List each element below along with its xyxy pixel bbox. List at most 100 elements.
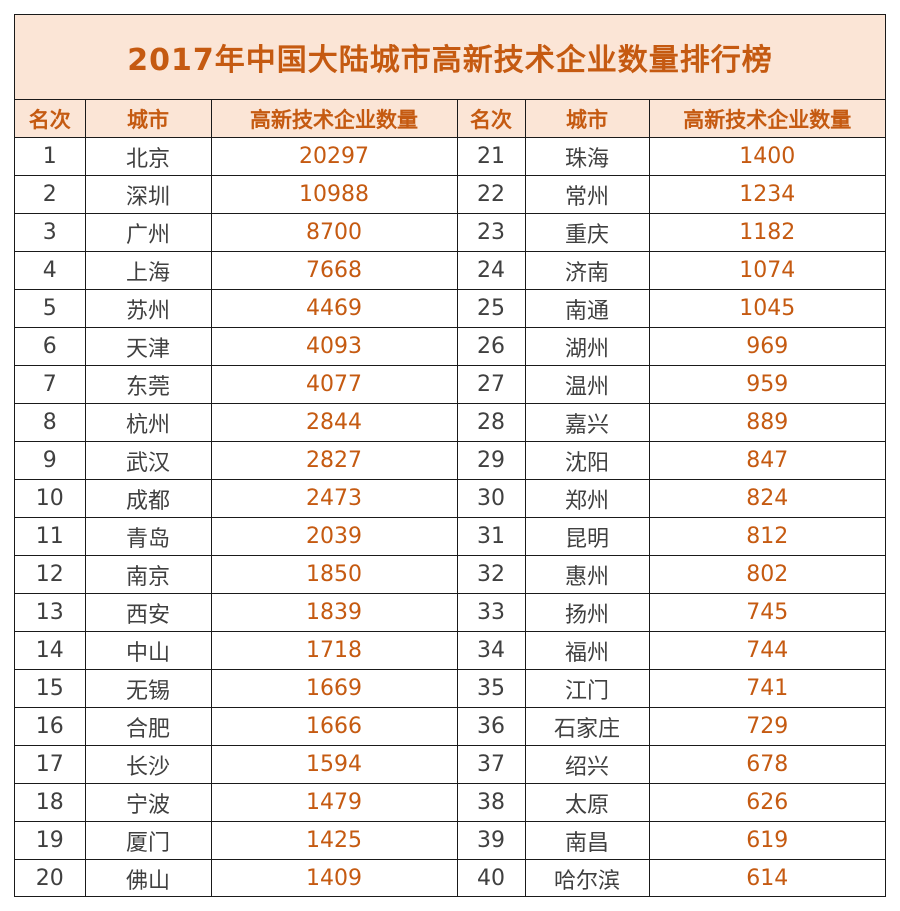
table-row: 20 佛山 1409 40 哈尔滨 614	[15, 859, 885, 897]
left-rank-cell: 8	[15, 403, 86, 442]
header-city-right: 城市	[524, 100, 650, 138]
header-rank-right: 名次	[456, 100, 526, 138]
left-count-cell: 4077	[210, 365, 458, 404]
left-city-cell: 宁波	[84, 783, 212, 822]
table-row: 2 深圳 10988 22 常州 1234	[15, 175, 885, 214]
left-count-cell: 1850	[210, 555, 458, 594]
table-row: 3 广州 8700 23 重庆 1182	[15, 213, 885, 252]
right-rank-cell: 23	[456, 213, 526, 252]
right-rank-cell: 39	[456, 821, 526, 860]
left-count-cell: 8700	[210, 213, 458, 252]
left-rank-cell: 5	[15, 289, 86, 328]
table-row: 14 中山 1718 34 福州 744	[15, 631, 885, 670]
left-count-cell: 1666	[210, 707, 458, 746]
left-city-cell: 厦门	[84, 821, 212, 860]
left-city-cell: 武汉	[84, 441, 212, 480]
right-count-cell: 1234	[648, 175, 885, 214]
header-count-left: 高新技术企业数量	[210, 100, 458, 138]
table-row: 11 青岛 2039 31 昆明 812	[15, 517, 885, 556]
left-rank-cell: 6	[15, 327, 86, 366]
left-rank-cell: 1	[15, 137, 86, 176]
left-city-cell: 苏州	[84, 289, 212, 328]
right-city-cell: 惠州	[524, 555, 650, 594]
table-row: 4 上海 7668 24 济南 1074	[15, 251, 885, 290]
right-count-cell: 889	[648, 403, 885, 442]
page-title: 2017年中国大陆城市高新技术企业数量排行榜	[127, 43, 773, 78]
right-count-cell: 847	[648, 441, 885, 480]
left-city-cell: 广州	[84, 213, 212, 252]
left-rank-cell: 9	[15, 441, 86, 480]
right-city-cell: 绍兴	[524, 745, 650, 784]
left-count-cell: 1669	[210, 669, 458, 708]
title-bar: 2017年中国大陆城市高新技术企业数量排行榜	[15, 15, 885, 100]
left-city-cell: 合肥	[84, 707, 212, 746]
left-count-cell: 20297	[210, 137, 458, 176]
table-row: 9 武汉 2827 29 沈阳 847	[15, 441, 885, 480]
right-count-cell: 745	[648, 593, 885, 632]
left-rank-cell: 2	[15, 175, 86, 214]
table-row: 8 杭州 2844 28 嘉兴 889	[15, 403, 885, 442]
right-city-cell: 江门	[524, 669, 650, 708]
right-rank-cell: 24	[456, 251, 526, 290]
table-body: 1 北京 20297 21 珠海 1400 2 深圳 10988 22 常州 1234 3 广州 8700 2…	[15, 137, 885, 897]
left-city-cell: 成都	[84, 479, 212, 518]
left-count-cell: 2039	[210, 517, 458, 556]
right-city-cell: 常州	[524, 175, 650, 214]
right-rank-cell: 27	[456, 365, 526, 404]
right-city-cell: 福州	[524, 631, 650, 670]
right-rank-cell: 25	[456, 289, 526, 328]
right-count-cell: 802	[648, 555, 885, 594]
right-count-cell: 824	[648, 479, 885, 518]
right-rank-cell: 30	[456, 479, 526, 518]
table-row: 7 东莞 4077 27 温州 959	[15, 365, 885, 404]
left-rank-cell: 10	[15, 479, 86, 518]
table-row: 6 天津 4093 26 湖州 969	[15, 327, 885, 366]
header-count-right: 高新技术企业数量	[648, 100, 885, 138]
right-rank-cell: 26	[456, 327, 526, 366]
right-count-cell: 614	[648, 859, 885, 897]
table-row: 10 成都 2473 30 郑州 824	[15, 479, 885, 518]
right-rank-cell: 34	[456, 631, 526, 670]
left-rank-cell: 19	[15, 821, 86, 860]
right-city-cell: 石家庄	[524, 707, 650, 746]
left-count-cell: 1425	[210, 821, 458, 860]
right-city-cell: 湖州	[524, 327, 650, 366]
right-rank-cell: 28	[456, 403, 526, 442]
right-count-cell: 1182	[648, 213, 885, 252]
table-row: 16 合肥 1666 36 石家庄 729	[15, 707, 885, 746]
left-count-cell: 1479	[210, 783, 458, 822]
left-count-cell: 1594	[210, 745, 458, 784]
right-city-cell: 珠海	[524, 137, 650, 176]
table-row: 19 厦门 1425 39 南昌 619	[15, 821, 885, 860]
left-count-cell: 2844	[210, 403, 458, 442]
right-city-cell: 嘉兴	[524, 403, 650, 442]
table-row: 5 苏州 4469 25 南通 1045	[15, 289, 885, 328]
right-rank-cell: 31	[456, 517, 526, 556]
left-city-cell: 深圳	[84, 175, 212, 214]
right-city-cell: 沈阳	[524, 441, 650, 480]
left-rank-cell: 18	[15, 783, 86, 822]
header-rank-left: 名次	[15, 100, 86, 138]
right-city-cell: 太原	[524, 783, 650, 822]
left-count-cell: 1718	[210, 631, 458, 670]
left-count-cell: 1409	[210, 859, 458, 897]
right-city-cell: 昆明	[524, 517, 650, 556]
left-city-cell: 天津	[84, 327, 212, 366]
right-count-cell: 729	[648, 707, 885, 746]
header-city-left: 城市	[84, 100, 212, 138]
left-city-cell: 西安	[84, 593, 212, 632]
left-rank-cell: 15	[15, 669, 86, 708]
right-rank-cell: 35	[456, 669, 526, 708]
left-city-cell: 无锡	[84, 669, 212, 708]
right-rank-cell: 36	[456, 707, 526, 746]
left-rank-cell: 4	[15, 251, 86, 290]
left-count-cell: 1839	[210, 593, 458, 632]
right-rank-cell: 32	[456, 555, 526, 594]
left-count-cell: 2473	[210, 479, 458, 518]
right-count-cell: 959	[648, 365, 885, 404]
left-count-cell: 4093	[210, 327, 458, 366]
right-count-cell: 741	[648, 669, 885, 708]
table-row: 13 西安 1839 33 扬州 745	[15, 593, 885, 632]
left-rank-cell: 17	[15, 745, 86, 784]
left-count-cell: 2827	[210, 441, 458, 480]
